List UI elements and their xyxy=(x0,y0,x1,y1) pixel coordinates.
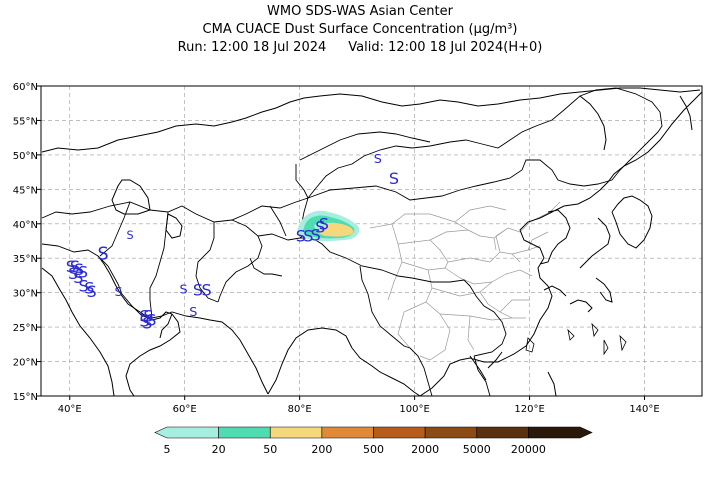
y-tick-label: 20°N xyxy=(13,358,38,369)
dust-symbol: S xyxy=(311,225,321,244)
y-tick-label: 40°N xyxy=(13,220,38,231)
x-tick-label: 140°E xyxy=(629,404,659,415)
map-frame xyxy=(40,85,703,397)
y-tick-label: 15°N xyxy=(13,392,38,403)
title-line-2: CMA CUACE Dust Surface Concentration (μg… xyxy=(202,22,518,37)
coastlines xyxy=(41,87,702,396)
dust-symbol: S xyxy=(146,311,156,330)
colorbar-label: 200 xyxy=(311,443,332,456)
dust-symbol: S xyxy=(179,282,187,297)
dust-inner-core xyxy=(314,223,326,231)
dust-symbol: S xyxy=(70,257,80,276)
axis-ticks: 40°E 60°E 80°E 100°E 120°E 140°E 60°N 55°N 50°N 4… xyxy=(13,82,660,415)
dust-symbol: S xyxy=(142,313,152,332)
dust-symbol: S xyxy=(74,260,84,279)
colorbar-swatch xyxy=(476,426,529,439)
colorbar-swatch xyxy=(321,426,374,439)
dust-symbol: S xyxy=(139,311,149,330)
y-tick-label: 50°N xyxy=(13,151,38,162)
colorbar-swatch xyxy=(373,426,426,439)
run-time: Run: 12:00 18 Jul 2024 xyxy=(177,40,327,55)
colorbar-swatch xyxy=(528,426,593,439)
dust-symbol: S xyxy=(189,305,197,320)
dust-symbol: S xyxy=(296,227,306,246)
china-province-boundaries xyxy=(369,201,561,361)
colorbar-label: 50 xyxy=(263,443,277,456)
dust-symbol: S xyxy=(127,229,134,242)
dust-symbol: S xyxy=(78,263,88,282)
colorbar-label: 5000 xyxy=(463,443,491,456)
dust-band-50-200 xyxy=(317,222,354,237)
title-line-3: Run: 12:00 18 Jul 2024 Valid: 12:00 18 Ju… xyxy=(0,40,720,56)
dust-symbol: S xyxy=(315,218,325,237)
dust-concentration-area xyxy=(297,210,360,242)
x-tick-label: 80°E xyxy=(288,404,312,415)
islands xyxy=(525,322,627,356)
dust-symbol: S xyxy=(115,285,123,300)
dust-symbol: S xyxy=(389,169,399,188)
y-tick-label: 60°N xyxy=(13,82,38,93)
dust-symbol: S xyxy=(66,257,76,276)
colorbar-swatch xyxy=(424,426,478,439)
dust-symbol: S xyxy=(193,280,203,299)
title-line-1: WMO SDS-WAS Asian Center xyxy=(267,4,453,19)
y-tick-label: 35°N xyxy=(13,254,38,265)
colorbar-swatch xyxy=(218,426,271,439)
dust-symbol: S xyxy=(78,276,88,295)
colorbar-label: 20000 xyxy=(511,443,546,456)
colorbar-label: 2000 xyxy=(411,443,439,456)
dust-symbol: S xyxy=(97,245,108,265)
dust-symbol: S xyxy=(87,282,97,301)
dust-symbol: S xyxy=(374,152,382,167)
colorbar-label: 500 xyxy=(363,443,384,456)
colorbar-swatch xyxy=(154,426,219,439)
y-tick-label: 30°N xyxy=(13,289,38,300)
x-tick-label: 60°E xyxy=(173,404,197,415)
x-tick-label: 100°E xyxy=(399,404,429,415)
colorbar-label: 20 xyxy=(212,443,226,456)
dust-symbol: S xyxy=(73,268,83,287)
x-tick-label: 40°E xyxy=(58,404,82,415)
dust-symbol: S xyxy=(201,280,211,299)
dust-symbol: S xyxy=(143,307,153,326)
y-tick-label: 55°N xyxy=(13,116,38,127)
colorbar-label: 5 xyxy=(164,443,171,456)
y-tick-label: 45°N xyxy=(13,185,38,196)
colorbar-swatch xyxy=(269,426,323,439)
dust-symbol: S xyxy=(84,278,94,297)
country-borders xyxy=(41,87,663,396)
valid-time: Valid: 12:00 18 Jul 2024(H+0) xyxy=(348,40,543,55)
dust-symbol: S xyxy=(319,214,329,233)
dust-symbol: S xyxy=(303,227,313,246)
y-tick-label: 25°N xyxy=(13,323,38,334)
x-tick-label: 120°E xyxy=(514,404,544,415)
colorbar: 5 20 50 200 500 2000 5000 20000 xyxy=(154,426,593,456)
dust-symbol: S xyxy=(68,264,78,283)
dust-symbol: S xyxy=(139,307,149,326)
